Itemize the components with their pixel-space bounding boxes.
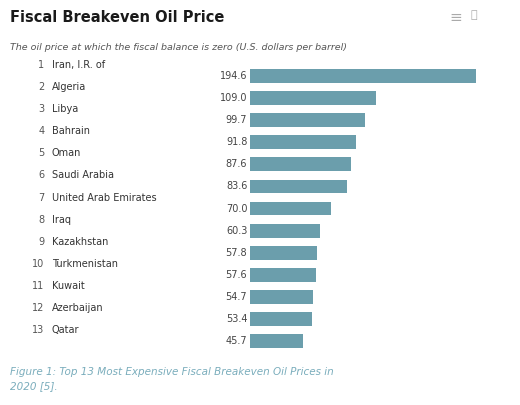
Bar	[250, 179, 347, 193]
Text: 99.7: 99.7	[226, 115, 248, 125]
Bar	[250, 224, 320, 238]
Bar	[250, 158, 352, 171]
Text: Iran, I.R. of: Iran, I.R. of	[52, 60, 105, 70]
Text: 109.0: 109.0	[220, 93, 248, 103]
Text: Kuwait: Kuwait	[52, 281, 85, 291]
Bar	[250, 312, 311, 326]
Text: 11: 11	[32, 281, 44, 291]
Text: 83.6: 83.6	[226, 181, 248, 192]
Text: 6: 6	[38, 171, 44, 180]
Text: 57.6: 57.6	[226, 270, 248, 280]
Text: United Arab Emirates: United Arab Emirates	[52, 192, 157, 202]
Text: 2: 2	[38, 82, 44, 92]
Text: Bahrain: Bahrain	[52, 126, 90, 136]
Text: ≡: ≡	[450, 10, 463, 25]
Bar	[250, 113, 366, 127]
Text: 12: 12	[32, 303, 44, 313]
Text: 10: 10	[32, 259, 44, 269]
Bar	[250, 69, 475, 83]
Bar	[250, 91, 376, 105]
Text: Fiscal Breakeven Oil Price: Fiscal Breakeven Oil Price	[10, 10, 225, 25]
Text: 7: 7	[38, 192, 44, 202]
Text: ⤢: ⤢	[471, 10, 477, 20]
Bar	[250, 135, 356, 149]
Text: Azerbaijan: Azerbaijan	[52, 303, 103, 313]
Text: Algeria: Algeria	[52, 82, 86, 92]
Text: 13: 13	[32, 325, 44, 335]
Text: 87.6: 87.6	[226, 159, 248, 169]
Text: Libya: Libya	[52, 104, 78, 114]
Bar	[250, 335, 303, 348]
Text: 54.7: 54.7	[226, 292, 248, 302]
Text: 53.4: 53.4	[226, 314, 248, 324]
Text: 57.8: 57.8	[226, 248, 248, 258]
Bar	[250, 268, 317, 282]
Text: 45.7: 45.7	[226, 336, 248, 346]
Text: Qatar: Qatar	[52, 325, 80, 335]
Text: 5: 5	[38, 148, 44, 158]
Bar	[250, 290, 313, 304]
Bar	[250, 246, 317, 260]
Text: 194.6: 194.6	[220, 71, 248, 81]
Text: Turkmenistan: Turkmenistan	[52, 259, 118, 269]
Text: 1: 1	[38, 60, 44, 70]
Text: 3: 3	[38, 104, 44, 114]
Text: 9: 9	[38, 237, 44, 247]
Text: 8: 8	[38, 215, 44, 225]
Text: Iraq: Iraq	[52, 215, 71, 225]
Text: Figure 1: Top 13 Most Expensive Fiscal Breakeven Oil Prices in
2020 [5].: Figure 1: Top 13 Most Expensive Fiscal B…	[10, 367, 334, 391]
Text: Kazakhstan: Kazakhstan	[52, 237, 108, 247]
Text: 4: 4	[38, 126, 44, 136]
Bar	[250, 202, 331, 215]
Text: 91.8: 91.8	[226, 137, 248, 147]
Text: Saudi Arabia: Saudi Arabia	[52, 171, 114, 180]
Text: Oman: Oman	[52, 148, 81, 158]
Text: 60.3: 60.3	[226, 226, 248, 236]
Text: The oil price at which the fiscal balance is zero (U.S. dollars per barrel): The oil price at which the fiscal balanc…	[10, 43, 347, 51]
Text: 70.0: 70.0	[226, 204, 248, 213]
